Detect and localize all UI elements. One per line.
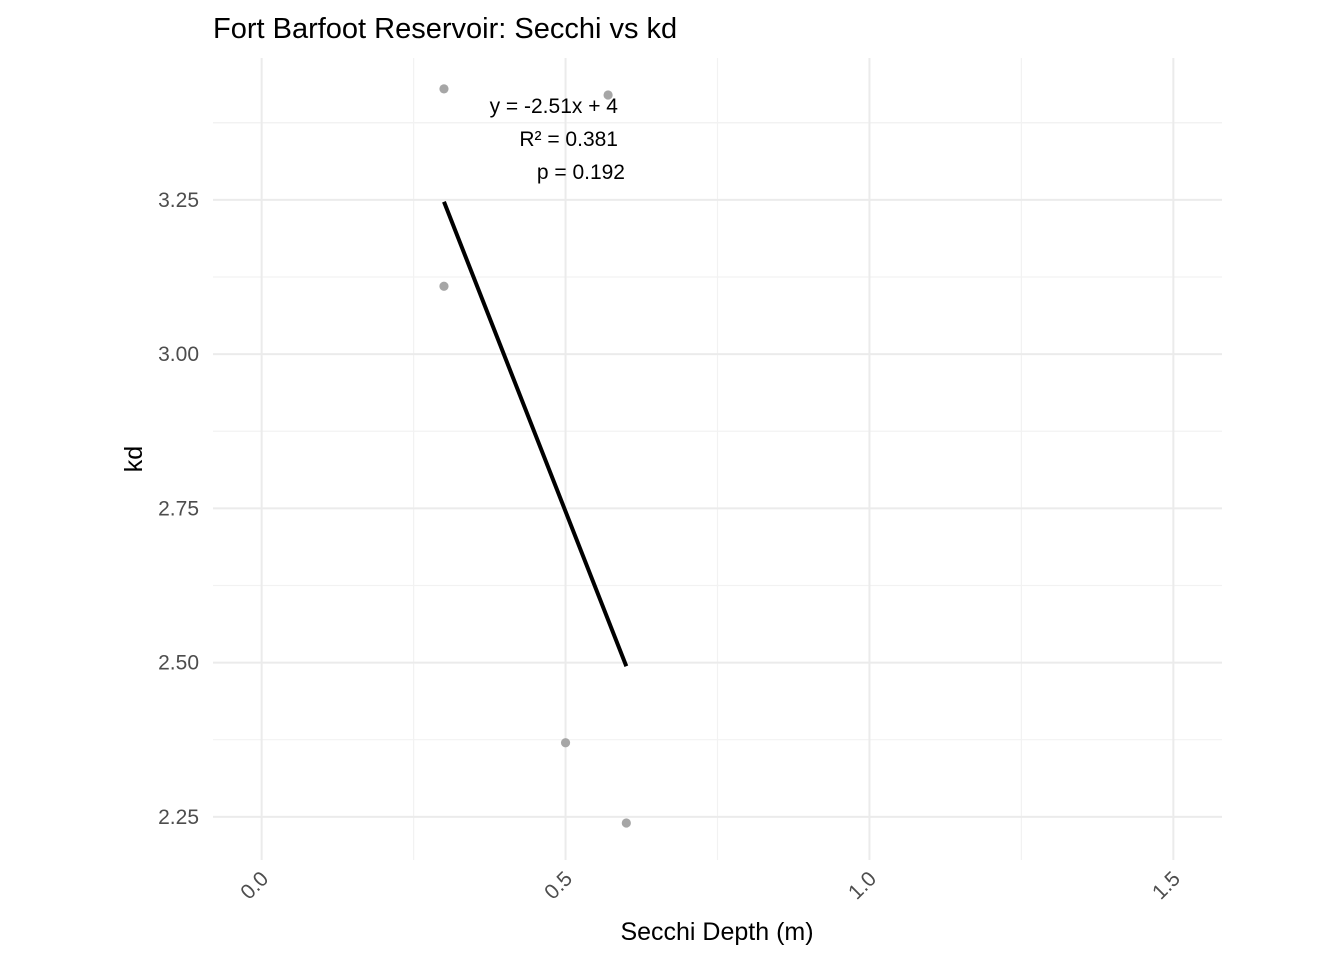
y-tick-label: 3.00 — [158, 343, 199, 366]
minor-gridlines — [213, 58, 1222, 860]
y-tick-label: 2.50 — [158, 652, 199, 675]
data-point — [603, 90, 613, 100]
y-tick-label: 2.25 — [158, 806, 199, 829]
regression-annotations: y = -2.51x + 4 R² = 0.381 p = 0.192 — [490, 95, 625, 184]
y-axis-title: kd — [120, 446, 148, 472]
annotation-line: p = 0.192 — [537, 161, 625, 184]
y-tick-label: 2.75 — [158, 497, 199, 520]
data-point — [621, 818, 631, 828]
data-point — [439, 84, 449, 94]
data-points — [439, 84, 631, 828]
regression-line-group — [442, 201, 629, 668]
regression-line — [442, 201, 629, 668]
data-point — [560, 738, 571, 748]
data-point — [439, 281, 449, 291]
y-axis-tick-labels: 2.25 2.50 2.75 3.00 3.25 — [158, 189, 199, 829]
x-axis-title: Secchi Depth (m) — [620, 918, 813, 946]
annotation-line: y = -2.51x + 4 — [490, 95, 619, 118]
chart-title: Fort Barfoot Reservoir: Secchi vs kd — [213, 13, 677, 45]
major-gridlines — [213, 58, 1222, 860]
annotation-line: R² = 0.381 — [519, 128, 618, 151]
y-tick-label: 3.25 — [158, 189, 199, 212]
